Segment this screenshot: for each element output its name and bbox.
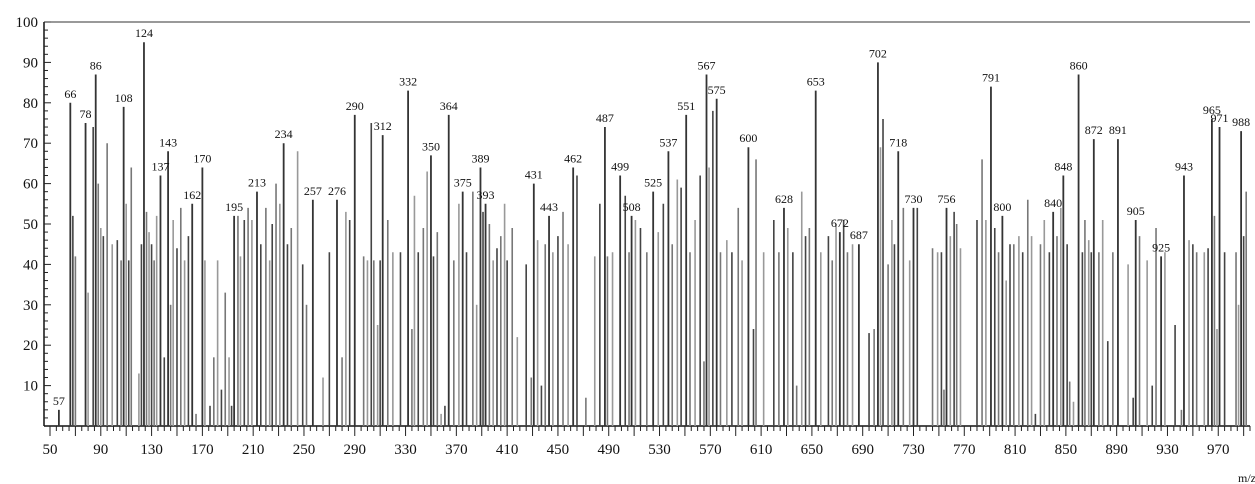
peak-label: 551 xyxy=(677,99,695,113)
peak-label: 257 xyxy=(304,184,322,198)
x-tick-label: 50 xyxy=(43,442,58,458)
x-tick-label: 490 xyxy=(597,442,620,458)
peak-label: 971 xyxy=(1211,111,1229,125)
peak-label: 389 xyxy=(471,151,489,165)
peak-label: 702 xyxy=(869,46,887,60)
peak-label: 628 xyxy=(775,192,793,206)
x-tick-label: 930 xyxy=(1156,442,1179,458)
peak-label: 943 xyxy=(1175,160,1193,174)
peak-label: 364 xyxy=(440,99,458,113)
x-tick-label: 410 xyxy=(496,442,519,458)
peak-label: 718 xyxy=(889,135,907,149)
x-tick-label: 330 xyxy=(394,442,417,458)
x-tick-label: 530 xyxy=(648,442,671,458)
x-tick-label: 250 xyxy=(293,442,316,458)
x-tick-label: 290 xyxy=(344,442,367,458)
peak-label: 290 xyxy=(346,99,364,113)
peak-label: 143 xyxy=(159,135,177,149)
peak-label: 443 xyxy=(540,200,558,214)
x-tick-label: 770 xyxy=(953,442,976,458)
peak-label: 487 xyxy=(596,111,614,125)
peak-label: 730 xyxy=(904,192,922,206)
peak-label: 575 xyxy=(708,83,726,97)
peak-label: 965 xyxy=(1203,103,1221,117)
peak-label: 905 xyxy=(1127,204,1145,218)
x-tick-label: 210 xyxy=(242,442,265,458)
y-tick-label: 30 xyxy=(23,298,38,314)
peak-bars xyxy=(57,42,1247,426)
peak-label: 848 xyxy=(1054,160,1072,174)
x-axis-title: m/z xyxy=(1238,471,1255,484)
peak-label: 840 xyxy=(1044,196,1062,210)
y-tick-label: 100 xyxy=(16,15,39,31)
x-tick-label: 650 xyxy=(801,442,824,458)
x-tick-label: 690 xyxy=(851,442,874,458)
y-axis: 10 20 30 40 50 60 70 80 90 100 xyxy=(16,15,1250,427)
peak-label: 86 xyxy=(90,59,102,73)
x-tick-label: 890 xyxy=(1105,442,1128,458)
x-axis: 50 90 130 170 210 250 290 330 370 410 450 490 530 570… xyxy=(43,425,1251,458)
x-tick-label: 130 xyxy=(140,442,163,458)
peak-label: 653 xyxy=(807,75,825,89)
peak-label: 672 xyxy=(831,216,849,230)
peak-label: 687 xyxy=(850,228,868,242)
peak-label: 791 xyxy=(982,71,1000,85)
peak-label: 393 xyxy=(477,188,495,202)
peak-label: 508 xyxy=(623,200,641,214)
peak-label: 860 xyxy=(1070,59,1088,73)
y-tick-label: 50 xyxy=(23,217,38,233)
peak-label: 431 xyxy=(525,168,543,182)
y-tick-label: 90 xyxy=(23,55,38,71)
x-tick-label: 370 xyxy=(445,442,468,458)
peak-label: 988 xyxy=(1232,115,1250,129)
y-tick-label: 40 xyxy=(23,257,38,273)
peak-label: 170 xyxy=(193,151,211,165)
y-tick-label: 80 xyxy=(23,96,38,112)
x-tick-label: 730 xyxy=(902,442,925,458)
peak-label: 66 xyxy=(64,87,76,101)
peak-labels: 57 66 78 86 108 124 137 143 162 170 195 213 234 257 27… xyxy=(53,26,1250,408)
peak-label: 312 xyxy=(374,119,392,133)
peak-label: 78 xyxy=(80,107,92,121)
peak-label: 891 xyxy=(1109,123,1127,137)
x-tick-label: 450 xyxy=(547,442,570,458)
x-tick-label: 90 xyxy=(93,442,108,458)
peak-label: 195 xyxy=(225,200,243,214)
x-tick-label: 970 xyxy=(1207,442,1230,458)
peak-label: 462 xyxy=(564,151,582,165)
peak-label: 925 xyxy=(1152,240,1170,254)
x-tick-label: 170 xyxy=(191,442,214,458)
peak-label: 57 xyxy=(53,394,65,408)
peak-label: 537 xyxy=(659,135,677,149)
peak-label: 350 xyxy=(422,139,440,153)
peak-label: 567 xyxy=(698,59,716,73)
peak-label: 872 xyxy=(1085,123,1103,137)
peak-label: 108 xyxy=(115,91,133,105)
x-tick-label: 810 xyxy=(1004,442,1027,458)
peak-label: 213 xyxy=(248,176,266,190)
peak-label: 600 xyxy=(739,131,757,145)
peak-label: 162 xyxy=(183,188,201,202)
peak-label: 332 xyxy=(399,75,417,89)
y-tick-label: 10 xyxy=(23,379,38,395)
x-tick-label: 850 xyxy=(1055,442,1078,458)
peak-label: 525 xyxy=(644,176,662,190)
y-tick-label: 20 xyxy=(23,338,38,354)
peak-label: 276 xyxy=(328,184,346,198)
peak-label: 756 xyxy=(938,192,956,206)
y-tick-label: 70 xyxy=(23,136,38,152)
peak-label: 499 xyxy=(611,160,629,174)
x-tick-label: 610 xyxy=(750,442,773,458)
peak-label: 137 xyxy=(151,160,169,174)
peak-label: 234 xyxy=(275,127,293,141)
x-tick-label: 570 xyxy=(699,442,722,458)
peak-label: 800 xyxy=(993,200,1011,214)
y-tick-label: 60 xyxy=(23,177,38,193)
peak-label: 375 xyxy=(454,176,472,190)
peak-label: 124 xyxy=(135,26,153,40)
